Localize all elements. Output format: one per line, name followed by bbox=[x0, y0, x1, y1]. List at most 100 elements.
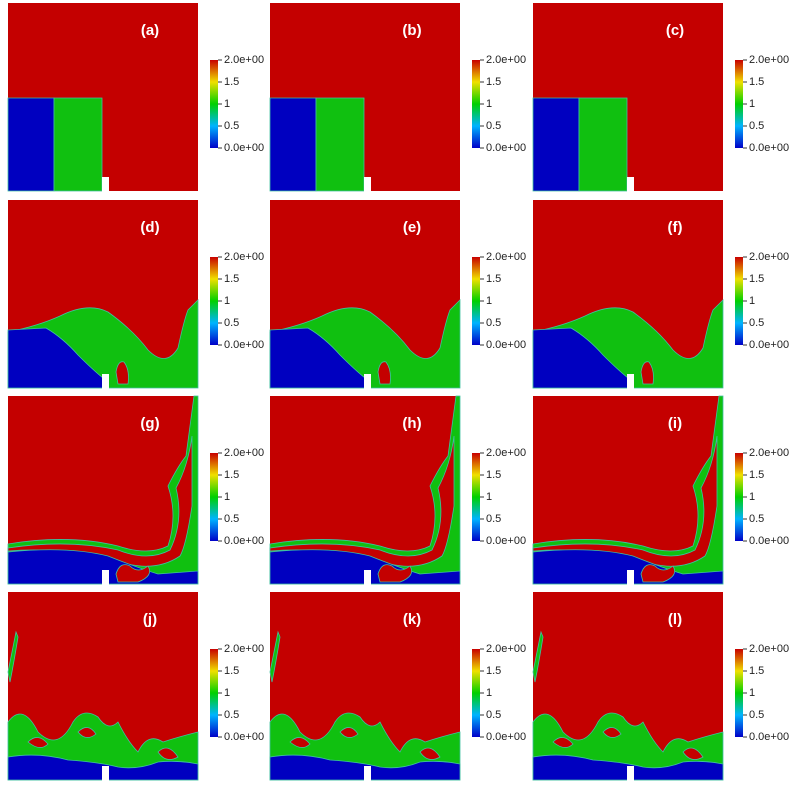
panel: (f) 2.0e+00 1.5 1 0.5 0.0e+00 bbox=[532, 200, 789, 389]
colorbar bbox=[210, 257, 218, 345]
colorbar-tick-label: 1 bbox=[749, 98, 755, 110]
colorbar-tick-label: 1.5 bbox=[486, 273, 501, 285]
panel: (h) 2.0e+00 1.5 1 0.5 0.0e+00 bbox=[269, 395, 526, 585]
fluid-region bbox=[289, 727, 441, 760]
colorbar-tick-label: 0.0e+00 bbox=[486, 339, 526, 351]
panel-label: (k) bbox=[403, 611, 421, 628]
panel-label: (b) bbox=[402, 22, 421, 39]
fluid-region bbox=[532, 549, 724, 585]
colorbar-tick-label: 0.0e+00 bbox=[486, 731, 526, 743]
colorbar-tick-label: 1 bbox=[749, 491, 755, 503]
obstacle-notch bbox=[364, 570, 371, 585]
colorbar bbox=[472, 60, 480, 148]
fluid-region bbox=[315, 97, 365, 192]
obstacle-notch bbox=[627, 177, 634, 192]
colorbar-tick-label: 0.5 bbox=[749, 120, 764, 132]
colorbar bbox=[210, 649, 218, 737]
fluid-region bbox=[552, 727, 704, 760]
colorbar bbox=[735, 649, 743, 737]
panel: (i) 2.0e+00 1.5 1 0.5 0.0e+00 bbox=[532, 395, 789, 585]
colorbar-tick-label: 0.5 bbox=[486, 709, 501, 721]
colorbar-tick-label: 1.5 bbox=[486, 469, 501, 481]
fluid-region bbox=[269, 549, 461, 585]
colorbar-tick-label: 1.5 bbox=[486, 76, 501, 88]
fluid-region bbox=[7, 630, 19, 683]
panel-label: (g) bbox=[140, 415, 159, 432]
fluid-region bbox=[532, 630, 544, 683]
panel: (e) 2.0e+00 1.5 1 0.5 0.0e+00 bbox=[269, 200, 526, 389]
colorbar-tick-label: 1.5 bbox=[486, 665, 501, 677]
fluid-region bbox=[115, 361, 129, 385]
obstacle-notch bbox=[364, 374, 371, 389]
colorbar bbox=[472, 649, 480, 737]
colorbar-tick-label: 1 bbox=[486, 491, 492, 503]
fluid-region bbox=[377, 361, 391, 385]
fluid-region bbox=[269, 630, 281, 683]
colorbar-tick-label: 1.5 bbox=[749, 469, 764, 481]
colorbar-tick-label: 0.0e+00 bbox=[749, 339, 789, 351]
obstacle-notch bbox=[627, 570, 634, 585]
panel-label: (f) bbox=[668, 219, 683, 236]
colorbar-tick-label: 0.5 bbox=[224, 317, 239, 329]
colorbar-tick-label: 2.0e+00 bbox=[224, 643, 264, 655]
colorbar-tick-label: 0.0e+00 bbox=[486, 142, 526, 154]
colorbar-tick-label: 0.5 bbox=[486, 513, 501, 525]
fluid-region bbox=[269, 97, 317, 192]
colorbar bbox=[210, 60, 218, 148]
obstacle-notch bbox=[627, 374, 634, 389]
colorbar-tick-label: 1.5 bbox=[749, 76, 764, 88]
panel-label: (d) bbox=[140, 219, 159, 236]
fluid-region bbox=[640, 564, 676, 583]
fluid-region bbox=[115, 564, 151, 583]
colorbar-tick-label: 1 bbox=[224, 491, 230, 503]
fluid-region bbox=[640, 361, 654, 385]
colorbar-tick-label: 1 bbox=[224, 98, 230, 110]
colorbar bbox=[472, 453, 480, 541]
obstacle-notch bbox=[102, 570, 109, 585]
colorbar-tick-label: 0.0e+00 bbox=[224, 731, 264, 743]
colorbar-tick-label: 2.0e+00 bbox=[486, 447, 526, 459]
panel: (d) 2.0e+00 1.5 1 0.5 0.0e+00 bbox=[7, 200, 264, 389]
obstacle-notch bbox=[364, 177, 371, 192]
colorbar-tick-label: 2.0e+00 bbox=[486, 251, 526, 263]
colorbar-tick-label: 2.0e+00 bbox=[749, 54, 789, 66]
colorbar-tick-label: 0.0e+00 bbox=[749, 142, 789, 154]
obstacle-notch bbox=[102, 374, 109, 389]
colorbar-tick-label: 0.5 bbox=[749, 513, 764, 525]
colorbar-tick-label: 0.5 bbox=[224, 709, 239, 721]
colorbar bbox=[210, 453, 218, 541]
colorbar-tick-label: 1 bbox=[224, 295, 230, 307]
colorbar-tick-label: 1 bbox=[486, 687, 492, 699]
colorbar-tick-label: 0.0e+00 bbox=[224, 535, 264, 547]
colorbar-tick-label: 2.0e+00 bbox=[749, 447, 789, 459]
colorbar-tick-label: 2.0e+00 bbox=[224, 447, 264, 459]
panel: (b) 2.0e+00 1.5 1 0.5 0.0e+00 bbox=[269, 3, 526, 192]
obstacle-notch bbox=[102, 766, 109, 781]
colorbar-tick-label: 2.0e+00 bbox=[749, 251, 789, 263]
obstacle-notch bbox=[364, 766, 371, 781]
fluid-region bbox=[532, 97, 580, 192]
colorbar-tick-label: 2.0e+00 bbox=[749, 643, 789, 655]
colorbar-tick-label: 0.0e+00 bbox=[749, 535, 789, 547]
panel-label: (h) bbox=[402, 415, 421, 432]
colorbar-tick-label: 1.5 bbox=[224, 469, 239, 481]
fluid-region bbox=[7, 97, 55, 192]
colorbar-tick-label: 1.5 bbox=[224, 665, 239, 677]
colorbar-tick-label: 1.5 bbox=[749, 665, 764, 677]
colorbar bbox=[735, 60, 743, 148]
panel: (j) 2.0e+00 1.5 1 0.5 0.0e+00 bbox=[7, 592, 264, 781]
colorbar-tick-label: 0.5 bbox=[486, 120, 501, 132]
fluid-region bbox=[53, 97, 103, 192]
colorbar-tick-label: 0.0e+00 bbox=[486, 535, 526, 547]
panel-label: (l) bbox=[668, 611, 682, 628]
panel-label: (i) bbox=[668, 415, 682, 432]
panel: (l) 2.0e+00 1.5 1 0.5 0.0e+00 bbox=[532, 592, 789, 781]
colorbar-tick-label: 1.5 bbox=[749, 273, 764, 285]
panel-label: (a) bbox=[141, 22, 159, 39]
colorbar-tick-label: 1 bbox=[749, 295, 755, 307]
colorbar-tick-label: 0.5 bbox=[224, 513, 239, 525]
obstacle-notch bbox=[627, 766, 634, 781]
panel: (c) 2.0e+00 1.5 1 0.5 0.0e+00 bbox=[532, 3, 789, 192]
panel: (a) 2.0e+00 1.5 1 0.5 0.0e+00 bbox=[7, 3, 264, 192]
